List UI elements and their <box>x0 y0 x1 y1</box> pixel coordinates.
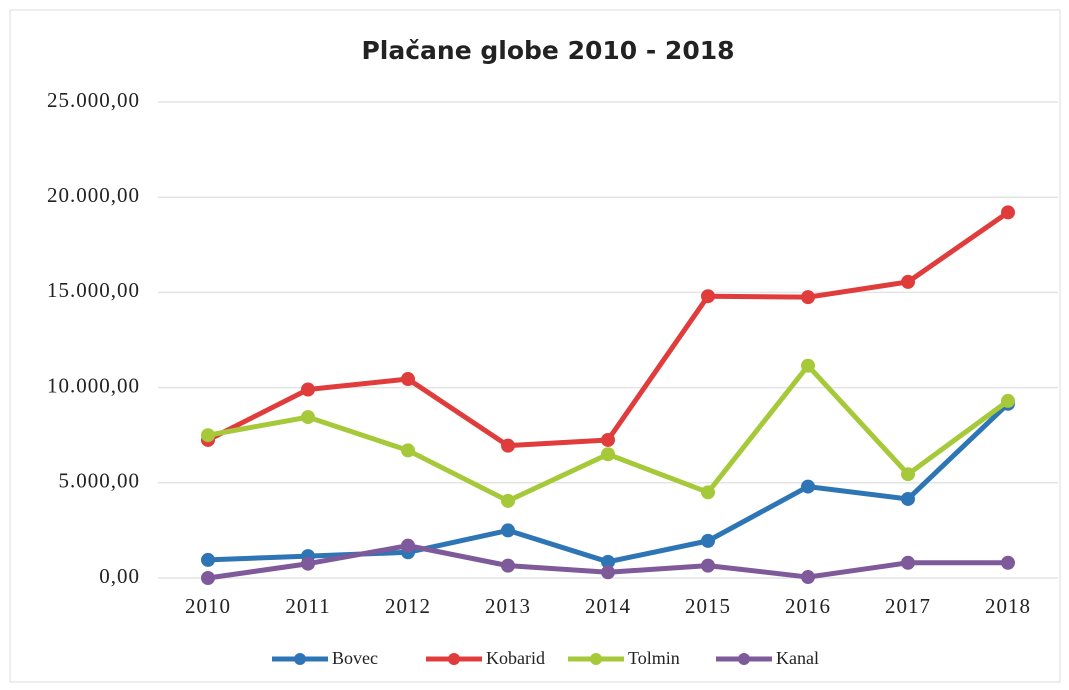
series-line <box>206 210 1010 449</box>
legend-label: Kanal <box>776 648 819 668</box>
point <box>701 533 715 548</box>
point <box>501 438 515 453</box>
point <box>601 432 615 447</box>
y-tick-label: 5.000,00 <box>59 469 141 493</box>
point <box>501 493 515 508</box>
point <box>701 485 715 500</box>
point <box>501 558 515 573</box>
y-tick-label: 25.000,00 <box>47 88 140 112</box>
point <box>1001 393 1015 408</box>
x-tick-label: 2015 <box>685 594 731 618</box>
y-tick-label: 15.000,00 <box>47 278 140 302</box>
x-tick-label: 2012 <box>385 594 431 618</box>
point <box>201 428 215 443</box>
point <box>901 467 915 482</box>
point <box>401 538 415 553</box>
point <box>1001 555 1015 570</box>
x-tick-label: 2017 <box>885 594 931 618</box>
point <box>601 554 615 569</box>
point <box>401 443 415 458</box>
y-tick-label: 0,00 <box>99 564 140 588</box>
x-tick-label: 2011 <box>285 594 330 618</box>
legend-label: Bovec <box>332 648 378 668</box>
point <box>301 556 315 571</box>
legend-marker <box>448 653 460 665</box>
x-tick-label: 2010 <box>185 594 231 618</box>
legend-label: Tolmin <box>628 648 680 668</box>
point <box>901 491 915 506</box>
y-tick-label: 20.000,00 <box>47 183 140 207</box>
point <box>901 274 915 289</box>
point <box>801 358 815 373</box>
legend-label: Kobarid <box>486 648 545 668</box>
chart-title: Plačane globe 2010 - 2018 <box>361 36 734 65</box>
point <box>501 523 515 538</box>
point <box>201 571 215 585</box>
point <box>901 555 915 570</box>
point <box>401 372 415 387</box>
point <box>1001 205 1015 220</box>
point <box>801 290 815 305</box>
point <box>301 410 315 425</box>
point <box>801 479 815 494</box>
x-tick-label: 2014 <box>585 594 631 618</box>
point <box>601 447 615 462</box>
point <box>801 570 815 585</box>
point <box>301 382 315 397</box>
x-tick-label: 2016 <box>785 594 831 618</box>
x-tick-label: 2013 <box>485 594 531 618</box>
y-tick-label: 10.000,00 <box>47 373 140 397</box>
legend-marker <box>294 653 306 665</box>
legend-marker <box>738 653 750 665</box>
point <box>201 552 215 567</box>
point <box>701 558 715 573</box>
chart-frame <box>9 9 1061 683</box>
point <box>601 565 615 580</box>
x-tick-label: 2018 <box>985 594 1031 618</box>
point <box>701 289 715 304</box>
legend-marker <box>590 653 602 665</box>
